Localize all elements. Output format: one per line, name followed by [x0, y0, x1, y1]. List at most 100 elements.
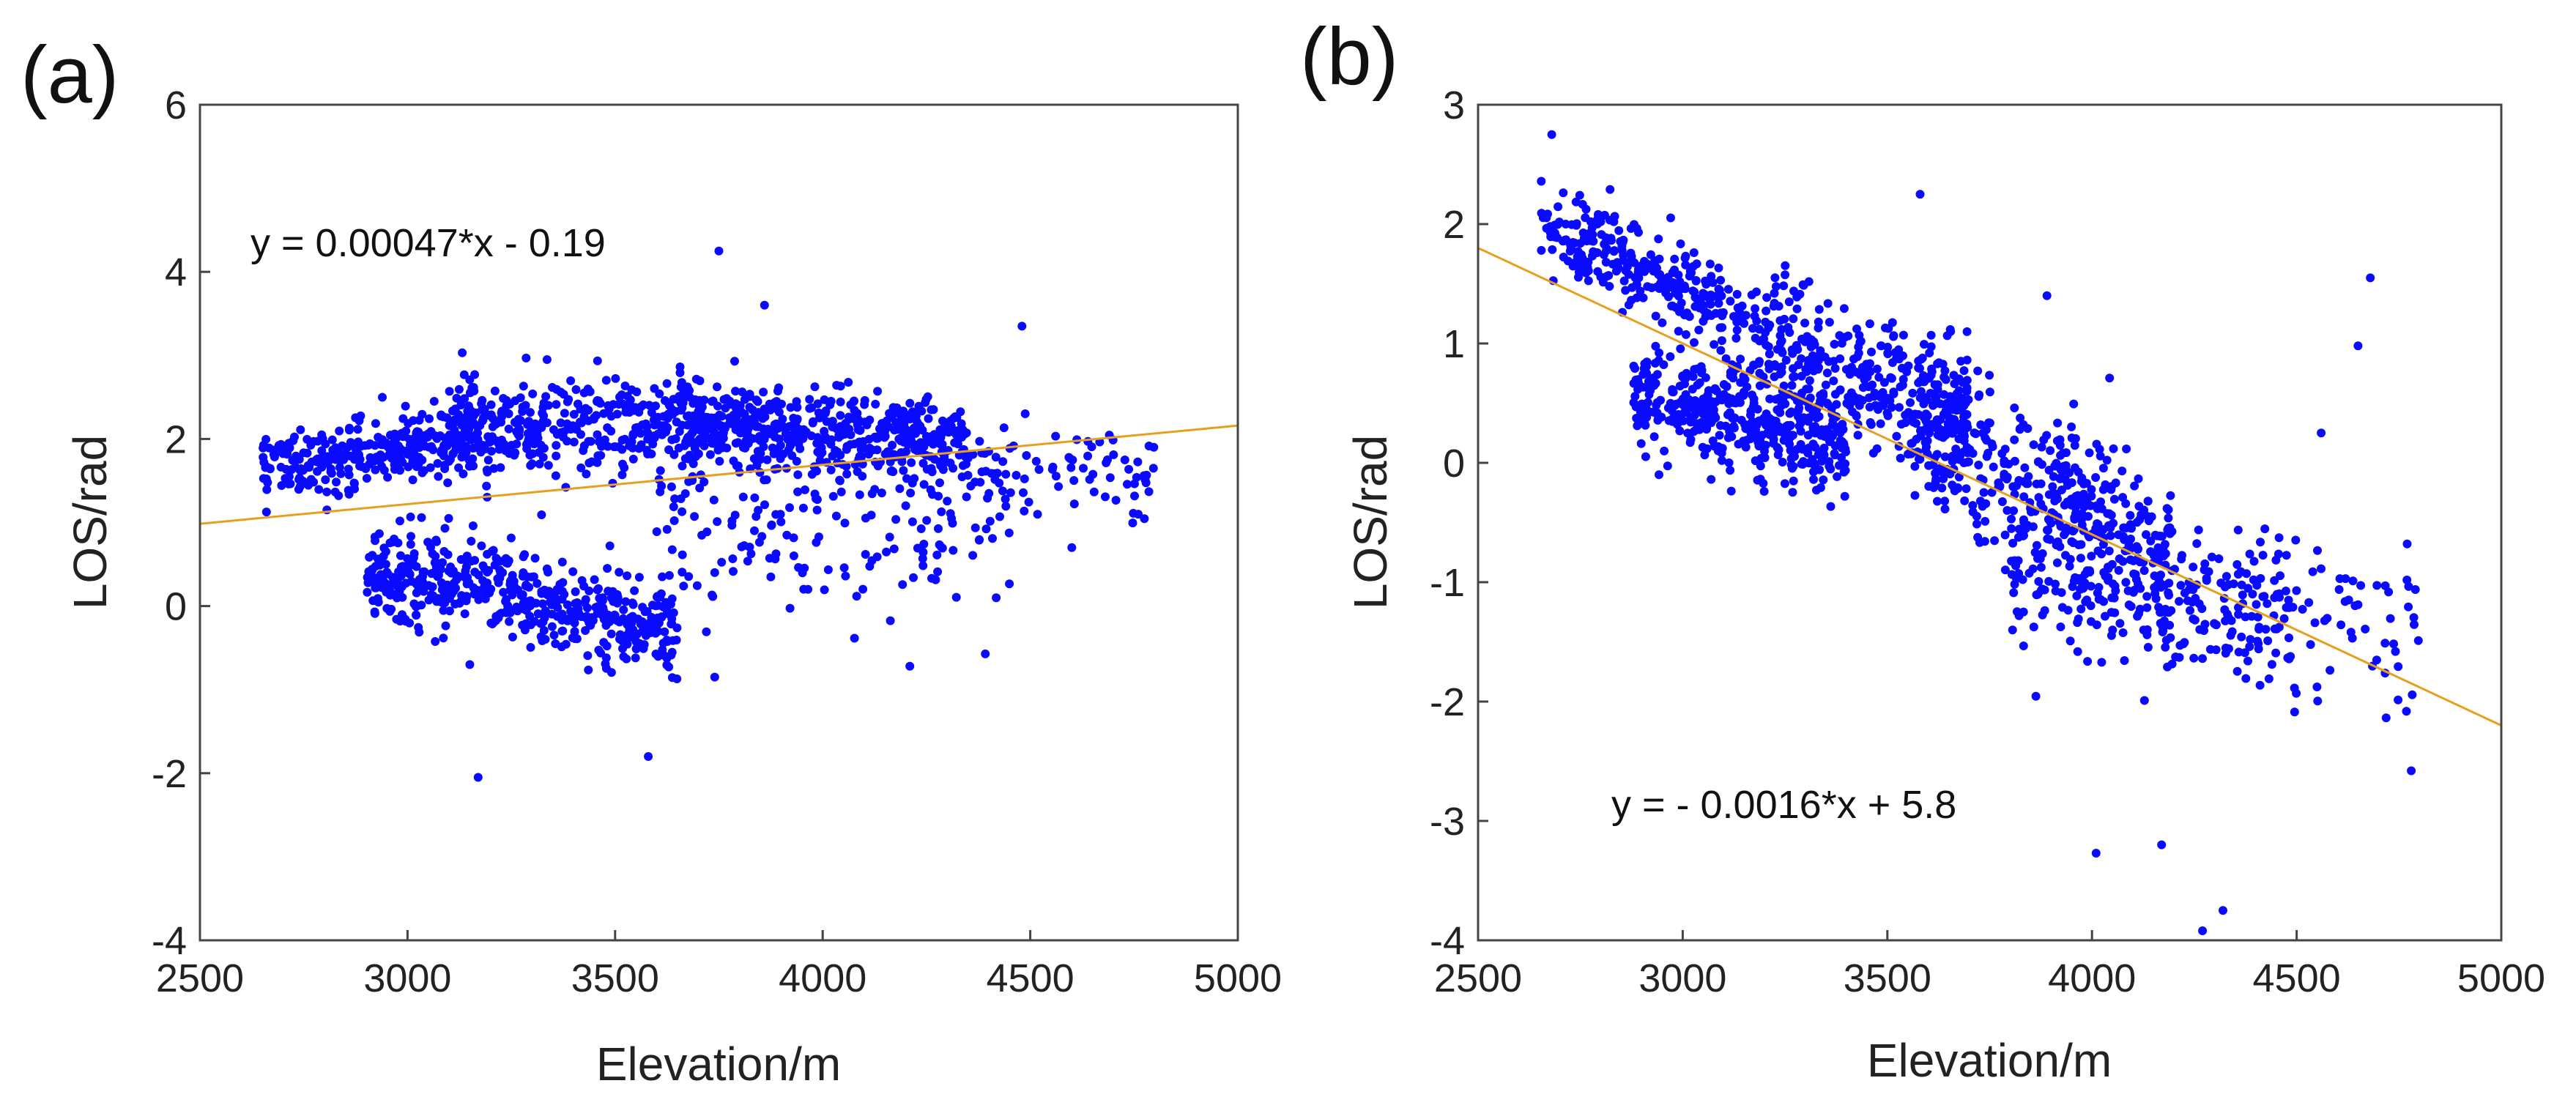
scatter-point: [1079, 464, 1088, 473]
scatter-point: [634, 573, 644, 582]
scatter-point: [1805, 376, 1814, 385]
scatter-point: [2237, 580, 2246, 590]
scatter-point: [927, 573, 936, 583]
scatter-point: [896, 436, 905, 445]
scatter-point: [2161, 642, 2170, 652]
scatter-point: [2284, 595, 2293, 605]
scatter-point: [717, 557, 727, 567]
scatter-point: [808, 418, 817, 428]
scatter-point: [446, 419, 456, 428]
scatter-point: [1708, 436, 1718, 445]
scatter-point: [2242, 569, 2252, 579]
scatter-point: [737, 542, 746, 551]
scatter-point: [261, 434, 271, 444]
scatter-point: [924, 414, 933, 423]
scatter-point: [2178, 551, 2186, 560]
scatter-point: [923, 392, 932, 401]
scatter-point: [866, 510, 876, 520]
scatter-point: [1839, 304, 1849, 313]
scatter-point: [2008, 538, 2018, 548]
scatter-point: [1675, 277, 1685, 286]
scatter-point: [2093, 519, 2102, 528]
scatter-point: [835, 428, 845, 438]
scatter-point: [623, 392, 632, 401]
scatter-point: [1636, 439, 1646, 448]
scatter-point: [776, 517, 786, 527]
scatter-point: [2263, 636, 2273, 645]
scatter-point: [593, 430, 602, 439]
scatter-point: [648, 601, 657, 610]
scatter-point: [462, 551, 472, 561]
scatter-point: [1120, 456, 1129, 464]
scatter-point: [2334, 585, 2344, 594]
scatter-point: [703, 425, 713, 434]
scatter-point: [409, 437, 419, 447]
scatter-point: [557, 557, 567, 567]
scatter-point: [552, 600, 561, 609]
scatter-point: [565, 614, 574, 623]
scatter-point: [2162, 504, 2172, 513]
scatter-point: [1691, 425, 1701, 435]
scatter-point: [685, 438, 694, 447]
scatter-point: [690, 512, 699, 521]
scatter-point: [2092, 439, 2101, 449]
scatter-point: [591, 603, 601, 612]
scatter-point: [574, 604, 583, 614]
scatter-point: [346, 451, 355, 461]
scatter-point: [385, 590, 395, 600]
scatter-point: [995, 478, 1004, 488]
scatter-point: [2019, 642, 2028, 650]
scatter-point: [798, 503, 808, 513]
scatter-point: [490, 386, 500, 395]
scatter-point: [1824, 357, 1833, 366]
scatter-point: [1976, 420, 1986, 429]
scatter-point: [784, 445, 793, 455]
scatter-point: [1933, 497, 1942, 506]
scatter-point: [1837, 338, 1846, 348]
scatter-point: [1012, 471, 1021, 480]
scatter-point: [2282, 603, 2291, 612]
scatter-point: [1830, 390, 1840, 399]
scatter-point: [1709, 405, 1718, 414]
scatter-point: [458, 348, 467, 357]
scatter-point: [356, 411, 365, 420]
scatter-point: [617, 436, 627, 445]
scatter-point: [535, 459, 544, 469]
scatter-point: [601, 376, 611, 385]
y-tick-label: 4: [165, 250, 187, 294]
scatter-point: [836, 411, 845, 420]
scatter-point: [2031, 691, 2041, 701]
scatter-point: [1895, 403, 1904, 412]
scatter-point: [1940, 505, 1950, 514]
scatter-point: [998, 457, 1008, 466]
scatter-point: [470, 556, 480, 565]
scatter-point: [2200, 626, 2208, 635]
scatter-point: [2348, 576, 2358, 586]
scatter-point: [1919, 399, 1929, 409]
scatter-point: [588, 616, 598, 625]
scatter-point: [2258, 551, 2268, 560]
scatter-point: [2381, 713, 2391, 723]
scatter-point: [1904, 361, 1913, 371]
scatter-point: [866, 444, 875, 453]
scatter-point: [1876, 419, 1885, 428]
scatter-point: [1753, 404, 1762, 414]
scatter-point: [2086, 501, 2096, 510]
scatter-point: [335, 426, 344, 436]
scatter-point: [1633, 421, 1642, 431]
scatter-point: [1830, 364, 1840, 373]
scatter-point: [877, 488, 886, 498]
scatter-point: [557, 626, 567, 636]
scatter-point: [2274, 533, 2284, 543]
scatter-point: [2036, 562, 2046, 572]
scatter-point: [542, 355, 552, 364]
scatter-point: [858, 584, 868, 594]
y-tick-label: -1: [1430, 561, 1465, 605]
scatter-point: [1804, 443, 1814, 453]
scatter-point: [2118, 628, 2128, 637]
scatter-point: [2312, 683, 2322, 691]
scatter-point: [1770, 299, 1779, 308]
scatter-point: [772, 397, 782, 406]
scatter-point: [752, 461, 762, 469]
scatter-point: [1621, 286, 1630, 295]
